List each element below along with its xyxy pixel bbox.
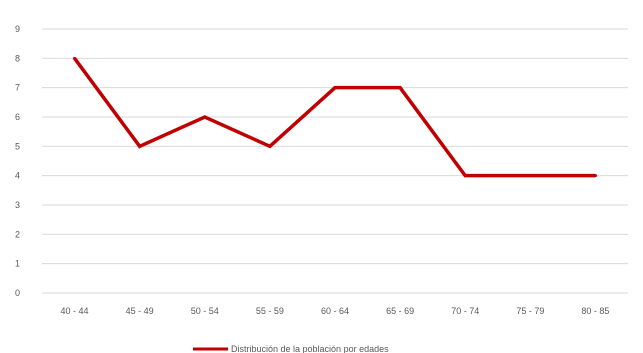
y-axis-ticks: 0 1 2 3 4 5 6 7 8 9	[15, 24, 20, 298]
x-tick-label: 65 - 69	[386, 306, 414, 316]
x-tick-label: 45 - 49	[126, 306, 154, 316]
y-tick-label: 0	[15, 288, 20, 298]
legend-label: Distribución de la población por edades	[231, 344, 389, 353]
data-point	[398, 86, 402, 90]
y-tick-label: 5	[15, 141, 20, 151]
x-tick-label: 50 - 54	[191, 306, 219, 316]
x-tick-label: 80 - 85	[581, 306, 609, 316]
data-point	[333, 86, 337, 90]
x-tick-label: 75 - 79	[516, 306, 544, 316]
gridlines	[42, 28, 628, 294]
x-tick-label: 55 - 59	[256, 306, 284, 316]
y-tick-label: 9	[15, 24, 20, 34]
legend: Distribución de la población por edades	[193, 344, 389, 353]
y-tick-label: 3	[15, 200, 20, 210]
data-point	[268, 144, 272, 148]
data-point	[203, 115, 207, 119]
data-point	[138, 144, 142, 148]
y-tick-label: 6	[15, 112, 20, 122]
series-layer	[73, 56, 597, 178]
x-tick-label: 70 - 74	[451, 306, 479, 316]
x-tick-label: 40 - 44	[61, 306, 89, 316]
y-tick-label: 4	[15, 171, 20, 181]
data-point	[73, 56, 77, 60]
data-point	[593, 174, 597, 178]
data-point	[463, 174, 467, 178]
x-tick-label: 60 - 64	[321, 306, 349, 316]
y-tick-label: 2	[15, 229, 20, 239]
y-tick-label: 8	[15, 53, 20, 63]
x-axis-ticks: 40 - 44 45 - 49 50 - 54 55 - 59 60 - 64 65 - …	[61, 306, 610, 316]
data-point	[528, 174, 532, 178]
y-tick-label: 1	[15, 259, 20, 269]
y-tick-label: 7	[15, 83, 20, 93]
